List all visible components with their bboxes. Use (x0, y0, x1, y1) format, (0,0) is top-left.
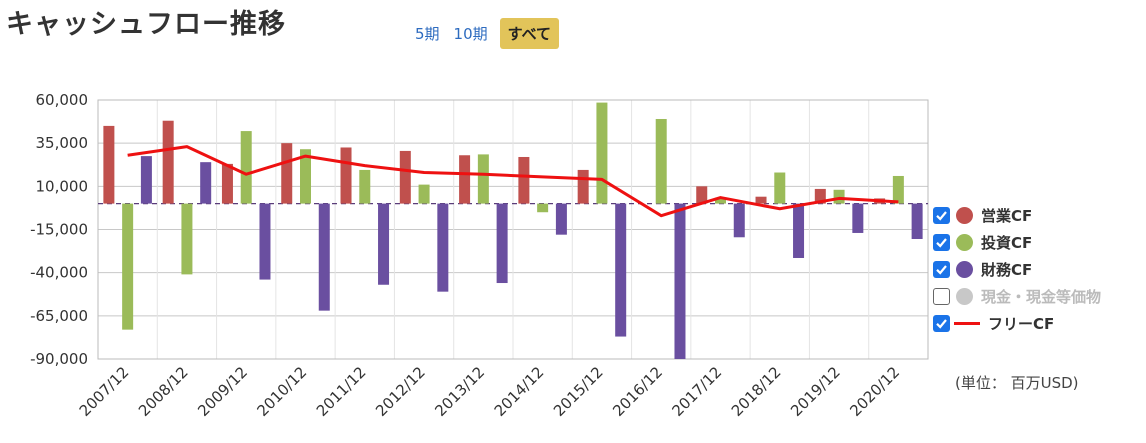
financing-cf-bar (378, 203, 390, 285)
y-tick-label: 10,000 (36, 177, 89, 195)
investing-cf-bar (596, 102, 608, 204)
legend-checkbox-free[interactable] (933, 315, 950, 332)
legend-checkbox-cash[interactable] (933, 288, 950, 305)
legend-label-operating: 営業CF (981, 207, 1033, 225)
investing-cf-bar (774, 172, 786, 204)
operating-cf-bar (281, 143, 293, 204)
operating-cf-bar (518, 156, 530, 204)
x-tick-label: 2007/12 (76, 363, 133, 420)
operating-cf-bar (340, 147, 352, 204)
legend-swatch-operating (956, 207, 973, 224)
y-tick-label: -65,000 (30, 307, 88, 325)
financing-cf-bar (793, 203, 805, 258)
operating-cf-bar (399, 150, 411, 204)
x-tick-label: 2014/12 (491, 363, 548, 420)
financing-cf-bar (733, 203, 745, 238)
operating-cf-bar (755, 196, 767, 204)
financing-cf-bar (615, 203, 627, 337)
period-all-button[interactable]: すべて (499, 18, 559, 49)
legend-checkbox-operating[interactable] (933, 207, 950, 224)
y-tick-label: -40,000 (30, 264, 88, 282)
legend-item-investing-cf[interactable]: 投資CF (933, 229, 1101, 256)
legend-item-financing-cf[interactable]: 財務CF (933, 256, 1101, 283)
y-tick-label: 35,000 (36, 134, 89, 152)
legend-swatch-investing (956, 234, 973, 251)
cashflow-chart: 60,000 35,000 10,000 -15,000 -40,000 -65,000 -… (30, 91, 929, 420)
investing-cf-bar (181, 203, 193, 275)
investing-cf-bar (240, 131, 252, 204)
x-tick-label: 2009/12 (194, 363, 251, 420)
legend-label-free: フリーCF (988, 315, 1055, 333)
operating-cf-bar (221, 163, 233, 204)
y-tick-label: -15,000 (30, 221, 88, 239)
x-tick-label: 2013/12 (431, 363, 488, 420)
free-cf-line (127, 145, 899, 218)
financing-cf-bar (555, 203, 567, 235)
page-title: キャッシュフロー推移 (6, 9, 286, 40)
y-tick-label: 60,000 (36, 91, 89, 109)
financing-cf-bar (318, 203, 330, 311)
investing-cf-bar (892, 175, 904, 204)
legend-swatch-financing (956, 261, 973, 278)
financing-cf-bar (911, 203, 923, 239)
investing-cf-bar (122, 203, 134, 330)
operating-cf-bar (577, 169, 589, 204)
financing-cf-bar (496, 203, 508, 284)
operating-cf-bar (696, 186, 708, 204)
legend-item-cash-equivalents[interactable]: 現金・現金等価物 (933, 283, 1101, 310)
legend-item-free-cf[interactable]: フリーCF (933, 310, 1101, 337)
x-tick-label: 2010/12 (254, 363, 311, 420)
y-tick-label: -90,000 (30, 350, 88, 368)
financing-cf-bar (437, 203, 449, 292)
operating-cf-bar (459, 155, 471, 204)
x-tick-label: 2011/12 (313, 363, 370, 420)
period-5-link[interactable]: 5期 (415, 25, 440, 43)
investing-cf-bar (833, 189, 845, 204)
legend-swatch-cash (956, 288, 973, 305)
investing-cf-bar (537, 203, 549, 213)
x-tick-label: 2017/12 (669, 363, 726, 420)
investing-cf-bar (655, 118, 667, 204)
legend-checkbox-financing[interactable] (933, 261, 950, 278)
legend-label-cash: 現金・現金等価物 (981, 288, 1102, 306)
period-selector: 5期 10期 すべて (415, 18, 559, 49)
financing-cf-bar (674, 203, 686, 359)
legend-swatch-free (954, 322, 980, 325)
investing-cf-bar (300, 149, 311, 204)
x-tick-label: 2008/12 (135, 363, 192, 420)
financing-cf-bar (200, 162, 212, 204)
operating-cf-bar (103, 125, 115, 204)
x-tick-label: 2012/12 (372, 363, 429, 420)
legend-label-investing: 投資CF (981, 234, 1033, 252)
period-10-link[interactable]: 10期 (453, 25, 488, 43)
chart-legend: 営業CF 投資CF 財務CF 現金・現金等価物 フリーCF (933, 202, 1101, 337)
investing-cf-bar (418, 184, 430, 204)
financing-cf-bar (852, 203, 864, 233)
x-tick-label: 2018/12 (728, 363, 785, 420)
financing-cf-bar (140, 156, 152, 204)
investing-cf-bar (715, 197, 726, 204)
x-tick-label: 2020/12 (846, 363, 903, 420)
operating-cf-bar (162, 120, 174, 204)
legend-item-operating-cf[interactable]: 営業CF (933, 202, 1101, 229)
plot-border (97, 99, 929, 360)
x-tick-label: 2019/12 (787, 363, 844, 420)
x-tick-label: 2016/12 (609, 363, 666, 420)
legend-label-financing: 財務CF (981, 261, 1033, 279)
unit-label: (単位： 百万USD) (955, 374, 1079, 392)
investing-cf-bar (477, 154, 489, 204)
x-tick-label: 2015/12 (550, 363, 607, 420)
financing-cf-bar (259, 203, 271, 280)
investing-cf-bar (359, 169, 371, 204)
legend-checkbox-investing[interactable] (933, 234, 950, 251)
operating-cf-bar (814, 188, 826, 204)
